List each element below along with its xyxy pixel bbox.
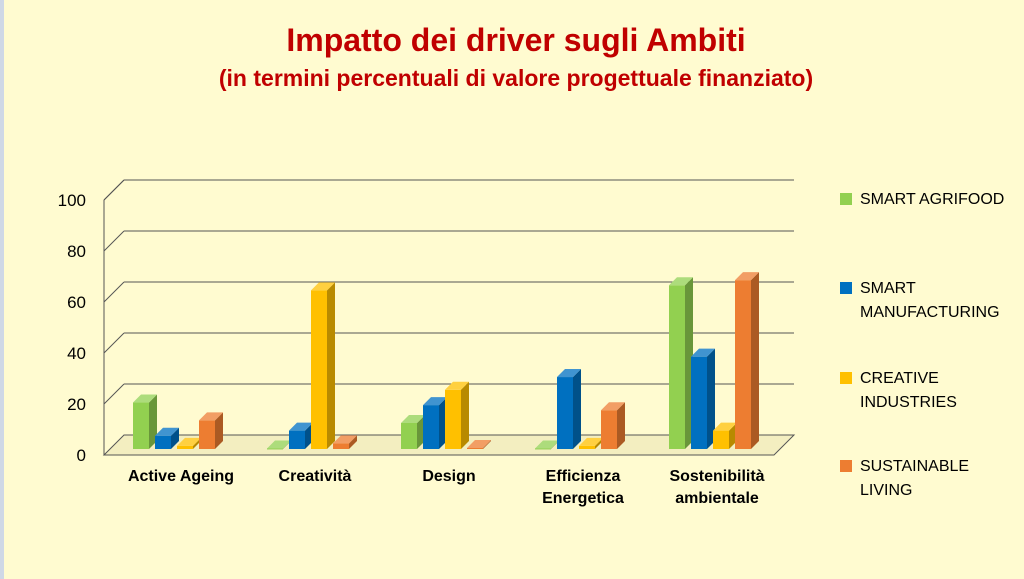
bar-top [669,277,693,286]
x-tick-label: Creatività [279,468,352,485]
bar [401,422,417,449]
y-tick-label: 40 [67,344,86,363]
legend-swatch [840,372,852,384]
bar-top [267,440,291,449]
bar-side [483,440,491,449]
bar-side [215,412,223,449]
y-tick-label: 100 [58,191,86,210]
bar [601,410,617,449]
bar-top [177,437,201,446]
bar-top [333,435,357,444]
legend-swatch [840,460,852,472]
bar-top [601,402,625,411]
legend-swatch [840,193,852,205]
bar [669,285,685,449]
title-block: Impatto dei driver sugli Ambiti (in term… [4,18,1024,94]
y-tick-label: 0 [77,446,86,465]
bar [289,430,305,449]
bar [155,435,171,449]
bar [333,443,349,449]
bar-side [707,348,715,449]
bar [267,448,283,450]
bar-top [445,381,469,390]
x-tick-label: Sostenibilità [669,468,764,485]
y-tick-label: 20 [67,395,86,414]
bar-top [155,427,179,436]
legend-label: MANUFACTURING [860,304,1000,321]
bar-side [573,369,581,449]
bar-top [557,369,581,378]
bar-top [735,272,759,281]
legend-label: SMART AGRIFOOD [860,191,1004,208]
chart-title: Impatto dei driver sugli Ambiti [286,22,746,58]
x-tick-label: Active Ageing [128,468,234,485]
x-tick-label: Energetica [542,490,624,507]
bar-side [149,394,157,449]
bar-side [171,427,179,449]
x-tick-label: Design [422,468,475,485]
legend-label: SMART [860,280,916,297]
bar [423,405,439,449]
bar-top [401,414,425,423]
bar [199,420,215,449]
bar [445,389,461,449]
bar-side [461,381,469,449]
bar-top [199,412,223,421]
legend-swatch [840,282,852,294]
bar-side [349,435,357,449]
gridline-depth [103,383,125,405]
chart-subtitle: (in termini percentuali di valore proget… [218,65,814,91]
bar [691,356,707,449]
x-tick-label: Efficienza [546,468,621,485]
bar [535,448,551,450]
bar [467,448,483,449]
bar-top [713,422,737,431]
bar-side [327,282,335,449]
y-tick-label: 80 [67,242,86,261]
bar-side [751,272,759,449]
bar-top [579,437,603,446]
legend-label: LIVING [860,482,912,499]
gridline-depth [103,332,125,354]
bar [133,402,149,449]
bar-top [691,348,715,357]
bar-top [467,440,491,448]
bar-top [289,422,313,431]
y-tick-label: 60 [67,293,86,312]
bar [713,430,729,449]
bar-top [133,394,157,403]
legend-label: INDUSTRIES [860,394,957,411]
legend-label: SUSTAINABLE [860,458,969,475]
bar-top [535,440,559,449]
bar-top [311,282,335,291]
x-tick-label: ambientale [675,490,759,507]
gridline-depth [103,281,125,303]
bar-top [423,397,447,406]
bar [557,377,573,449]
gridline-depth [103,230,125,252]
bar [735,280,751,449]
bar-side [617,402,625,449]
bar [311,290,327,449]
bar [177,445,193,449]
bar-chart: 0 20 40 60 80 100 Active Ageing Creatività Desig… [58,179,1004,507]
legend-label: CREATIVE [860,370,939,387]
gridline-depth [103,179,125,201]
bar [579,445,595,449]
